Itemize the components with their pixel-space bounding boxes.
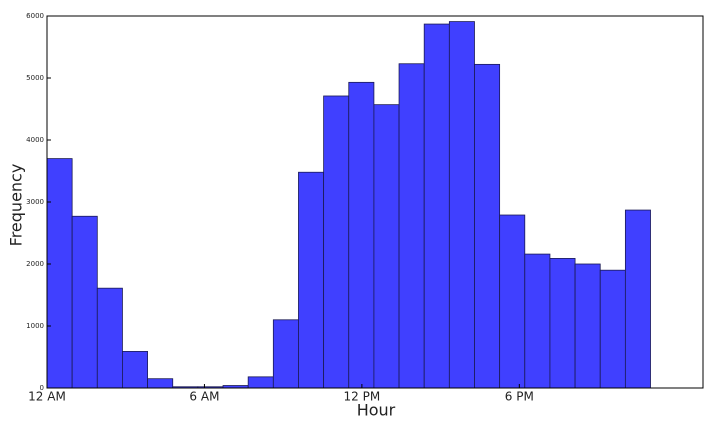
bar bbox=[247, 376, 274, 389]
bar bbox=[549, 258, 576, 389]
bar bbox=[298, 171, 325, 389]
y-tick-label: 0 bbox=[40, 384, 44, 392]
x-tick-label: 6 AM bbox=[189, 390, 219, 404]
bar bbox=[323, 95, 350, 389]
bar bbox=[499, 214, 526, 389]
x-tick-label: 12 AM bbox=[28, 390, 66, 404]
bar bbox=[71, 215, 98, 389]
bar bbox=[398, 63, 425, 389]
bar bbox=[474, 63, 501, 389]
bar bbox=[524, 253, 551, 389]
bar bbox=[373, 104, 400, 389]
bar bbox=[46, 158, 73, 389]
bar bbox=[147, 378, 174, 389]
x-tick-label: 12 PM bbox=[344, 390, 381, 404]
bar bbox=[599, 269, 626, 389]
y-tick-label: 6000 bbox=[26, 12, 44, 20]
y-tick-label: 3000 bbox=[26, 198, 44, 206]
y-tick-label: 4000 bbox=[26, 136, 44, 144]
x-tick-label: 6 PM bbox=[505, 390, 534, 404]
y-tick-label: 2000 bbox=[26, 260, 44, 268]
bar bbox=[448, 21, 475, 389]
bar bbox=[348, 81, 375, 389]
bar bbox=[574, 263, 601, 389]
y-axis-label: Frequency bbox=[7, 164, 26, 247]
bar bbox=[624, 209, 651, 389]
x-axis-label: Hour bbox=[357, 401, 396, 420]
bar bbox=[423, 23, 450, 389]
bar bbox=[122, 351, 148, 389]
bar bbox=[272, 319, 299, 389]
y-tick-label: 5000 bbox=[26, 74, 44, 82]
bar bbox=[96, 287, 123, 389]
y-tick-label: 1000 bbox=[26, 322, 44, 330]
